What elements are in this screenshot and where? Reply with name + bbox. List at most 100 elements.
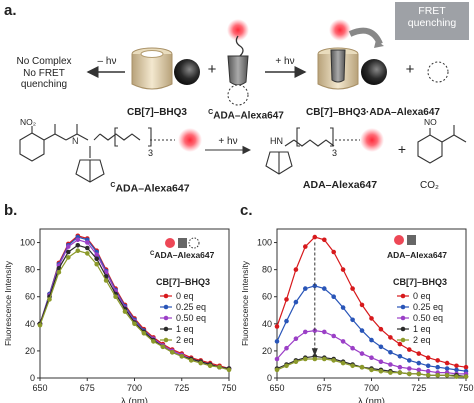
y-tick-label: 80	[262, 265, 272, 275]
x-axis-label: λ (nm)	[358, 396, 385, 403]
data-point	[416, 371, 422, 377]
data-point	[37, 322, 43, 328]
data-point	[274, 356, 280, 362]
legend-entry: 1 eq	[176, 324, 194, 334]
plus-sign: +	[405, 61, 415, 78]
y-axis-label: Fluorescence Intensity	[240, 260, 250, 346]
legend-marker	[163, 337, 169, 343]
data-point	[407, 358, 412, 363]
panel-label-b: b.	[4, 202, 18, 219]
data-point	[378, 344, 384, 350]
y-tick-label: 100	[20, 238, 35, 248]
data-point	[454, 367, 459, 373]
data-point	[407, 371, 412, 377]
legend-marker	[163, 326, 169, 332]
y-tick-label: 40	[25, 319, 35, 329]
data-point	[454, 374, 459, 379]
legend-entry: 0 eq	[413, 291, 431, 301]
data-point	[103, 278, 109, 283]
data-point	[435, 373, 440, 378]
hn-label: HN	[270, 136, 283, 146]
legend-entry: 1 eq	[413, 324, 431, 334]
data-point	[66, 244, 71, 249]
data-point	[331, 333, 336, 339]
product-ada-label: ADA–Alexa647	[302, 179, 378, 191]
fret-badge-label: FRET quenching	[407, 5, 457, 29]
legend-title: CB[7]–BHQ3	[393, 277, 447, 287]
data-point	[397, 364, 403, 370]
legend-marker	[163, 293, 169, 299]
data-point	[416, 367, 422, 373]
fret-badge-box	[395, 2, 469, 40]
legend-entry: 0 eq	[176, 291, 194, 301]
data-point	[331, 249, 336, 255]
legend-marker	[163, 315, 169, 321]
complex-label: CB[7]–BHQ3·ADA–Alexa647	[306, 107, 440, 118]
forward-arrow-label: + hν	[275, 56, 295, 67]
data-point	[151, 339, 156, 344]
reverse-arrow-label: – hν	[97, 56, 117, 67]
alexa-dye-icon	[178, 128, 202, 152]
data-point	[170, 350, 175, 355]
data-point	[122, 309, 128, 314]
cada-alexa-label: CADA–Alexa647	[200, 107, 292, 122]
svg-text:N: N	[72, 136, 79, 146]
data-point	[94, 256, 99, 262]
data-point	[425, 373, 431, 378]
data-point	[340, 267, 346, 272]
data-point	[303, 356, 308, 362]
x-tick-label: 725	[411, 383, 426, 393]
data-point	[463, 374, 469, 379]
data-point	[274, 339, 280, 344]
data-point	[293, 299, 299, 305]
data-point	[425, 368, 431, 374]
data-point	[198, 360, 203, 366]
left-result-text: No Complex No FRET quenching	[16, 56, 72, 90]
data-point	[141, 331, 147, 336]
data-point	[322, 356, 327, 362]
y-tick-label: 20	[25, 346, 35, 356]
data-point	[359, 364, 365, 370]
spectrum-chart-c: 650 675 700 725 750 0 20 40 60 80 100 λ (nm) Fluores…	[240, 228, 474, 403]
alexa-dye-icon	[360, 128, 384, 152]
inset-ada-icon	[178, 238, 187, 248]
inset-ada-icon	[407, 235, 416, 245]
data-point	[388, 370, 393, 375]
data-point	[416, 351, 422, 356]
product-peg-repeat: 3	[332, 148, 338, 158]
data-point	[378, 368, 384, 374]
data-point	[284, 345, 289, 351]
cb7-bhq3-label: CB[7]–BHQ3	[126, 107, 187, 118]
legend-entry: 2 eq	[413, 335, 431, 345]
data-point	[425, 363, 431, 369]
y-tick-label: 60	[262, 292, 272, 302]
x-tick-label: 700	[364, 383, 379, 393]
scheme-graphics	[86, 2, 469, 106]
data-point	[75, 243, 81, 248]
data-point	[407, 366, 412, 371]
y-tick-label: 60	[25, 292, 35, 302]
legend-marker	[400, 315, 406, 321]
inset-label-sup: C	[150, 251, 155, 257]
data-point	[56, 270, 62, 275]
y-tick-label: 80	[25, 265, 35, 275]
chem-cage-superscript: C	[110, 182, 116, 189]
x-tick-label: 650	[269, 383, 284, 393]
data-point	[75, 237, 81, 243]
legend-entry: 2 eq	[176, 335, 194, 345]
data-point	[284, 363, 289, 369]
photolysis-arrow-label: + hν	[218, 136, 238, 147]
data-point	[350, 286, 355, 291]
data-point	[303, 286, 308, 291]
cb7-barrel-icon	[131, 47, 173, 90]
y-axis-label: Fluorescence Intensity	[3, 260, 13, 346]
data-point	[217, 364, 222, 370]
inset-label-main: ADA–Alexa647	[154, 250, 214, 260]
data-point	[284, 297, 289, 302]
data-point	[85, 251, 90, 256]
data-point	[378, 326, 384, 332]
legend-title: CB[7]–BHQ3	[156, 277, 210, 287]
x-tick-label: 650	[32, 383, 47, 393]
data-point	[207, 363, 213, 369]
decrease-arrow-head	[311, 348, 318, 357]
